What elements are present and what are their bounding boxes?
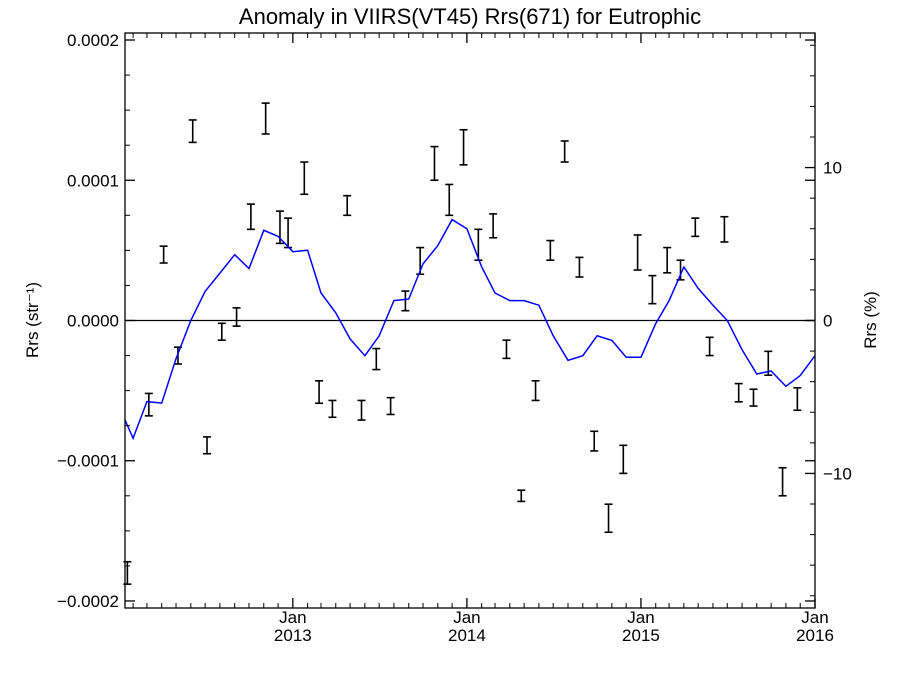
error-bar [300, 161, 309, 196]
y-tick-label: 0.0001 [67, 171, 119, 190]
error-bar [517, 489, 526, 503]
error-bar [445, 183, 454, 217]
y-tick-label: 0.0000 [67, 312, 119, 331]
error-bar [749, 388, 758, 407]
y-tick-label: −0.0002 [57, 592, 119, 611]
error-bar [357, 399, 366, 421]
error-bar [663, 246, 672, 274]
error-bar [546, 239, 555, 261]
chart-title: Anomaly in VIIRS(VT45) Rrs(671) for Eutr… [239, 4, 701, 29]
error-bar [633, 234, 642, 271]
error-bar [575, 256, 584, 278]
x-tick-year: 2014 [448, 626, 486, 645]
error-bar [619, 444, 628, 475]
error-bar [188, 119, 197, 144]
y2-axis-label: Rrs (%) [861, 291, 880, 349]
error-bar [778, 466, 787, 497]
error-bar [502, 339, 511, 360]
error-bar [203, 436, 212, 455]
y2-tick-label: 0 [823, 312, 832, 331]
x-tick-year: 2015 [622, 626, 660, 645]
left-axis-ticks: 0.0002 0.0001 0.0000 −0.0001 −0.0002 [57, 31, 815, 611]
x-tick-month: Jan [279, 608, 306, 627]
x-tick-month: Jan [627, 608, 654, 627]
error-bar [648, 274, 657, 305]
data-layer [123, 102, 816, 585]
error-bar [343, 194, 352, 217]
error-bar [604, 503, 613, 534]
y-tick-label: −0.0001 [57, 452, 119, 471]
y-axis-label: Rrs (str⁻¹) [23, 282, 42, 358]
error-bar [720, 215, 729, 243]
error-bar [261, 102, 270, 135]
error-bar [531, 380, 540, 402]
error-bar [386, 396, 395, 416]
error-bar [232, 307, 241, 327]
y-tick-label: 0.0002 [67, 31, 119, 50]
error-bar [691, 217, 700, 238]
y2-tick-label: 10 [823, 159, 842, 178]
error-bar [590, 430, 599, 452]
error-bar [315, 380, 324, 405]
error-bar [474, 228, 483, 261]
error-bar [372, 347, 381, 371]
x-tick-year: 2013 [274, 626, 312, 645]
error-bar [159, 245, 168, 264]
x-tick-month: Jan [801, 608, 828, 627]
error-bar [246, 203, 255, 231]
error-bar [734, 382, 743, 403]
right-axis-ticks: 10 0 −10 [805, 44, 852, 597]
error-bar [217, 322, 226, 341]
error-bar [144, 392, 153, 417]
anomaly-line [124, 218, 816, 441]
x-tick-year: 2016 [796, 626, 834, 645]
error-bar [459, 128, 468, 166]
error-bar [489, 213, 498, 239]
error-bar [328, 399, 337, 419]
error-bar [793, 387, 802, 412]
error-bar [705, 336, 714, 357]
error-bar [560, 140, 569, 163]
error-bar [430, 145, 439, 182]
x-tick-month: Jan [453, 608, 480, 627]
error-bar [401, 290, 410, 312]
y2-tick-label: −10 [823, 464, 852, 483]
